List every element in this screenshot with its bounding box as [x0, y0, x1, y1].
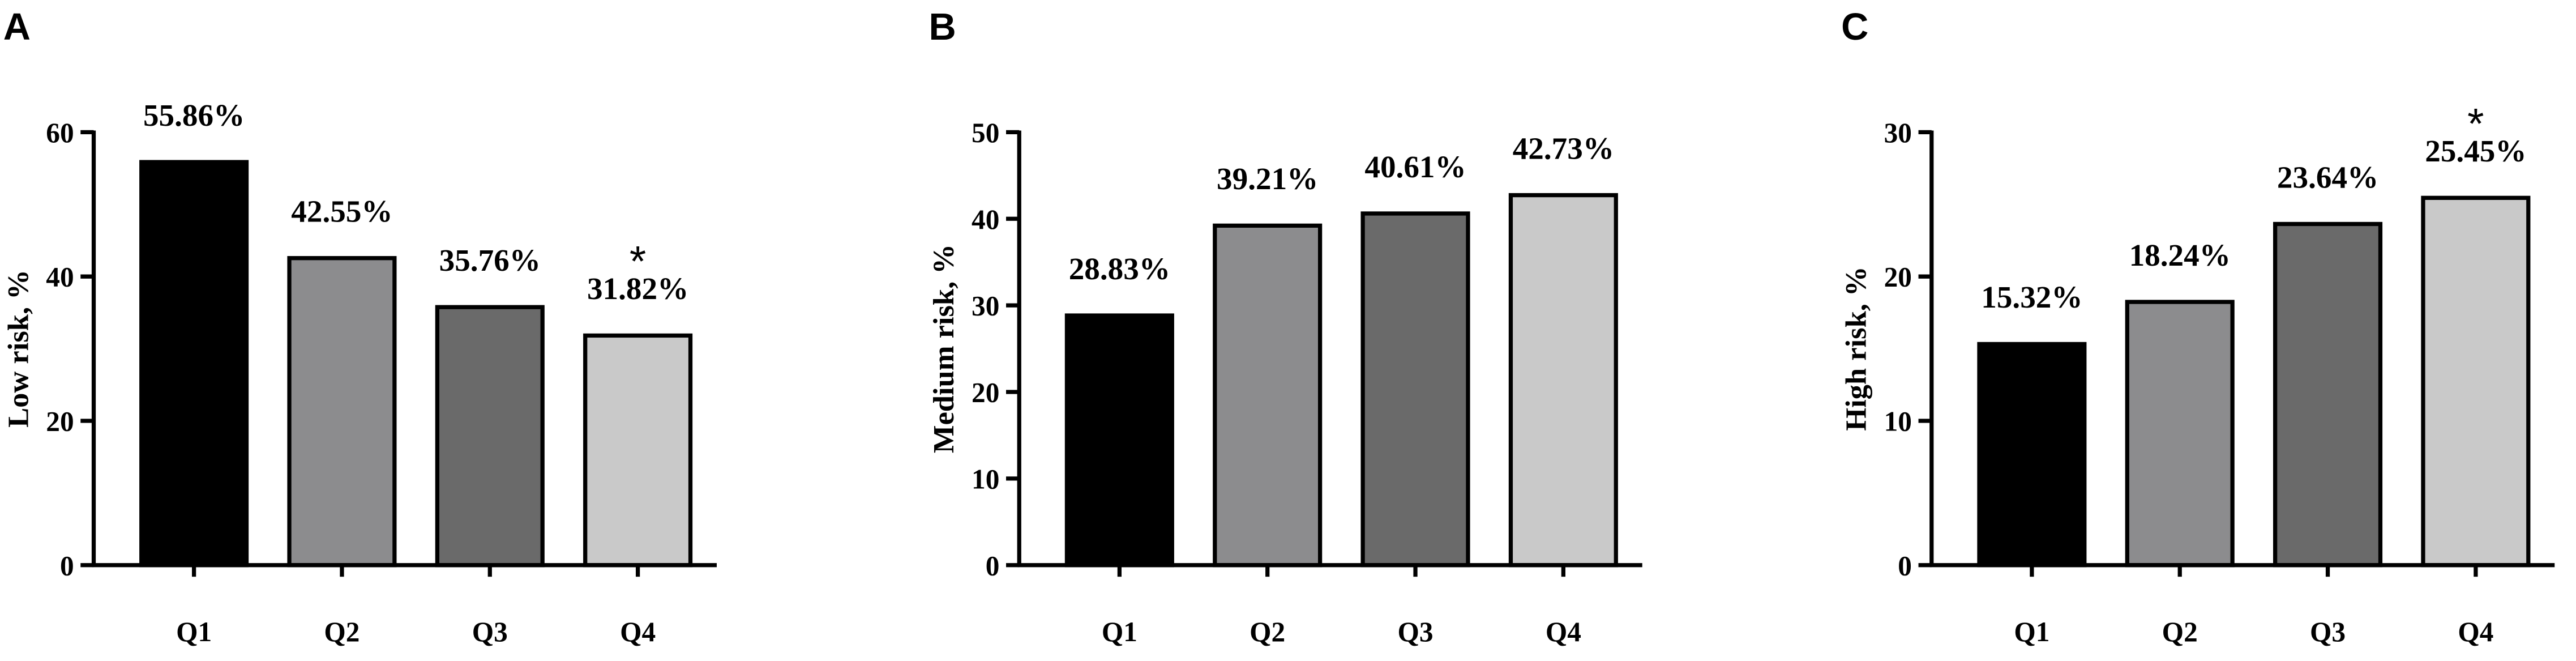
panel-label: A: [3, 6, 31, 48]
y-tick-label: 30: [1884, 117, 1912, 148]
value-label: 18.24%: [2129, 238, 2231, 272]
y-tick-label: 60: [46, 117, 74, 148]
y-tick-label: 20: [1884, 262, 1912, 293]
y-tick-label: 10: [1884, 406, 1912, 437]
value-label: 42.55%: [291, 194, 392, 228]
x-tick-label: Q1: [1102, 616, 1137, 647]
x-tick-label: Q4: [2458, 616, 2493, 647]
y-tick-label: 50: [972, 117, 999, 148]
y-axis-label: Low risk, %: [2, 270, 35, 428]
x-tick-label: Q3: [1397, 616, 1433, 647]
y-tick-label: 0: [1898, 550, 1912, 581]
bar: [1064, 313, 1174, 568]
value-label: 25.45%: [2425, 134, 2526, 168]
x-tick-label: Q1: [176, 616, 212, 647]
y-tick-label: 10: [972, 463, 999, 494]
bar: [1360, 211, 1470, 568]
x-tick-label: Q1: [2014, 616, 2049, 647]
value-label: 35.76%: [439, 243, 541, 278]
value-label: 39.21%: [1217, 161, 1318, 196]
annotation: *: [630, 237, 646, 285]
y-tick-label: 0: [60, 550, 74, 581]
panel-label: C: [1841, 6, 1868, 48]
x-tick-label: Q2: [324, 616, 360, 647]
value-label: 40.61%: [1364, 150, 1466, 184]
bar: [2273, 221, 2383, 568]
value-label: 23.64%: [2277, 160, 2378, 194]
value-label: 31.82%: [587, 271, 688, 306]
bar: [435, 305, 545, 568]
y-tick-label: 40: [972, 204, 999, 235]
x-tick-label: Q4: [1546, 616, 1581, 647]
y-tick-label: 20: [972, 377, 999, 408]
y-tick-label: 20: [46, 406, 74, 437]
value-label: 42.73%: [1513, 131, 1614, 165]
y-tick-label: 30: [972, 291, 999, 322]
value-label: 55.86%: [143, 98, 245, 133]
panel-label: B: [929, 6, 956, 48]
bar: [1977, 342, 2087, 568]
value-label: 28.83%: [1069, 251, 1170, 286]
y-tick-label: 0: [986, 550, 1000, 581]
y-axis-label: Medium risk, %: [927, 244, 960, 453]
value-label: 15.32%: [1981, 280, 2082, 314]
y-tick-label: 40: [46, 262, 74, 293]
x-tick-label: Q4: [620, 616, 656, 647]
x-tick-label: Q2: [2162, 616, 2198, 647]
x-tick-label: Q3: [472, 616, 508, 647]
x-tick-label: Q3: [2310, 616, 2346, 647]
x-tick-label: Q2: [1250, 616, 1285, 647]
bar: [139, 160, 249, 568]
y-axis-label: High risk, %: [1840, 266, 1873, 430]
bar: [1213, 223, 1323, 568]
bar: [287, 256, 397, 568]
bar: [1508, 193, 1618, 568]
bar: [2421, 195, 2531, 568]
bar: [2125, 300, 2235, 568]
bar: [583, 333, 693, 568]
annotation: *: [2467, 100, 2484, 148]
